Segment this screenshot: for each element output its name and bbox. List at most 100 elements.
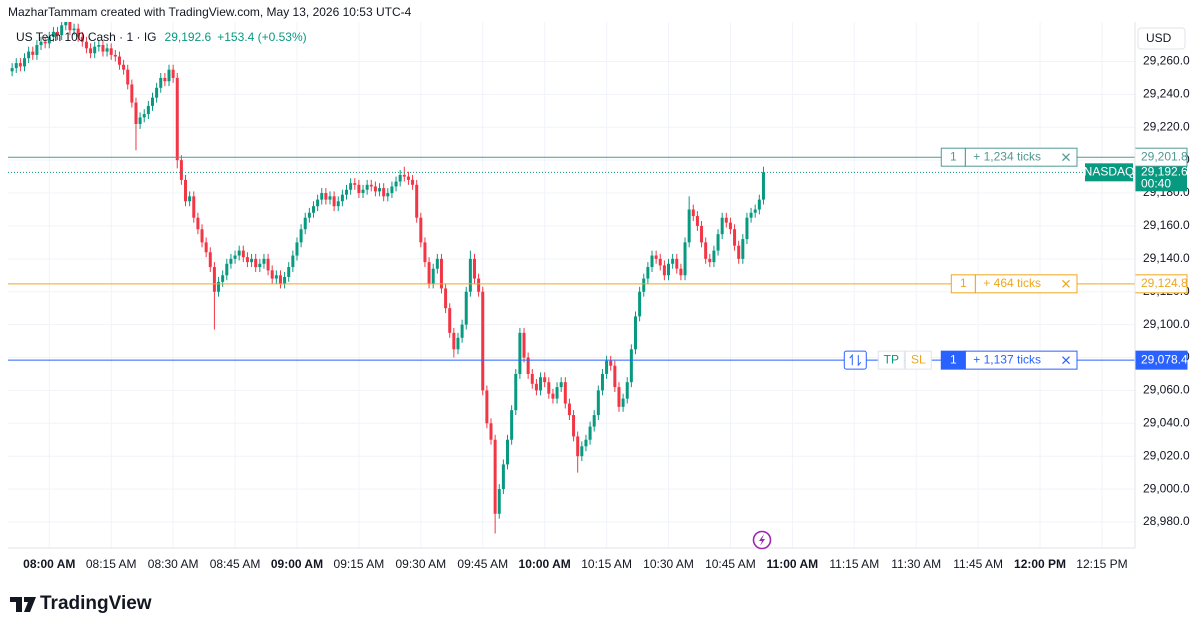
order-text[interactable]: + 464 ticks (983, 276, 1041, 290)
close-icon[interactable] (1062, 279, 1070, 288)
candle-body (378, 188, 382, 192)
candle-body (406, 176, 410, 180)
close-icon[interactable] (1062, 356, 1070, 365)
quantity[interactable]: 1 (950, 352, 957, 366)
candle-body (361, 189, 365, 194)
reverse-icon[interactable] (849, 353, 862, 367)
candle-body (311, 206, 315, 213)
reverse-button[interactable] (843, 350, 867, 370)
candle-body (646, 267, 650, 279)
candle-body (345, 189, 349, 195)
candle-body (489, 423, 493, 440)
candle-body (126, 69, 130, 85)
current-price-label: 29,192.6 (1141, 164, 1188, 178)
candle-body (435, 258, 439, 269)
candle-body (390, 186, 394, 194)
candle-body (18, 63, 22, 67)
candle-body (23, 58, 27, 67)
candle-body (64, 22, 68, 26)
candle-body (600, 373, 604, 391)
candle-body (394, 181, 398, 187)
quantity-box[interactable] (950, 274, 976, 294)
brand: TradingView (40, 593, 152, 614)
candle-body (89, 48, 93, 54)
quantity-box[interactable] (940, 147, 966, 167)
candle-body (225, 263, 229, 276)
candle-body (506, 439, 510, 465)
candle-body (188, 196, 192, 202)
candle-body (340, 194, 344, 202)
candle-body (518, 332, 522, 374)
candle-body (254, 258, 258, 268)
candle-body (175, 77, 179, 161)
bracket-button[interactable] (877, 350, 905, 370)
exchange-label: NASDAQ (1084, 164, 1135, 178)
bracket-label[interactable]: SL (911, 352, 926, 366)
candle-body (266, 258, 270, 271)
candle-body (60, 25, 64, 36)
order-text[interactable]: + 1,234 ticks (973, 149, 1041, 163)
candle-body (708, 258, 712, 263)
alert-icon[interactable] (752, 530, 772, 550)
candle-body (588, 426, 592, 440)
quantity[interactable]: 1 (960, 276, 967, 290)
y-tick-label: 29,240.0 (1143, 87, 1190, 101)
candle-body (27, 51, 31, 59)
candle-body (287, 267, 291, 277)
candle-body (76, 28, 80, 37)
x-tick-label: 08:30 AM (148, 557, 199, 571)
candle-body (241, 250, 245, 258)
candle-body (10, 68, 14, 72)
close-icon[interactable] (1062, 153, 1070, 162)
candle-body (563, 382, 567, 404)
bracket-button[interactable] (904, 350, 932, 370)
candle-body (621, 398, 625, 407)
candle-body (382, 188, 386, 197)
x-tick-label: 08:15 AM (86, 557, 137, 571)
candle-body (150, 97, 154, 106)
candle-body (411, 179, 415, 185)
candle-body (324, 193, 328, 200)
candle-body (101, 45, 105, 52)
candle-body (270, 270, 274, 279)
currency[interactable]: USD (1146, 31, 1172, 45)
candle-body (667, 263, 671, 276)
candle-body (559, 382, 563, 388)
x-tick-label: 09:00 AM (271, 557, 323, 571)
x-tick-label: 09:45 AM (457, 557, 508, 571)
candle-body (353, 183, 357, 185)
candle-body (567, 403, 571, 416)
quantity[interactable]: 1 (950, 149, 957, 163)
candle-body (369, 184, 373, 187)
candle-body (737, 245, 741, 259)
candle-body (192, 196, 196, 218)
candle-body (208, 252, 212, 268)
quantity-box[interactable] (940, 350, 966, 370)
candle-body (105, 48, 109, 52)
x-tick-label: 10:00 AM (519, 557, 571, 571)
candle-body (605, 360, 609, 374)
x-tick-label: 11:30 AM (891, 557, 941, 571)
x-tick-label: 12:00 PM (1014, 557, 1066, 571)
y-tick-label: 29,020.0 (1143, 448, 1190, 462)
candle-body (109, 48, 113, 55)
order-text[interactable]: + 1,137 ticks (973, 352, 1041, 366)
bracket-label[interactable]: TP (884, 352, 899, 366)
candle-body (456, 337, 460, 350)
currency-box[interactable] (1137, 27, 1186, 50)
candle-body (654, 255, 658, 259)
candle-body (56, 31, 60, 36)
exchange-tag (1085, 163, 1133, 182)
candle-body (80, 36, 84, 42)
change: +153.4 (+0.53%) (217, 30, 306, 44)
candle-body (679, 268, 683, 276)
candle-body (171, 69, 175, 78)
candle-body (431, 268, 435, 284)
x-tick-label: 12:15 PM (1076, 557, 1127, 571)
candle-body (753, 209, 757, 213)
price-tag-label: 29,078.4 (1141, 352, 1188, 366)
candle-body (274, 275, 278, 279)
candle-body (184, 179, 188, 202)
candle-body (307, 212, 311, 218)
candle-body (452, 332, 456, 350)
